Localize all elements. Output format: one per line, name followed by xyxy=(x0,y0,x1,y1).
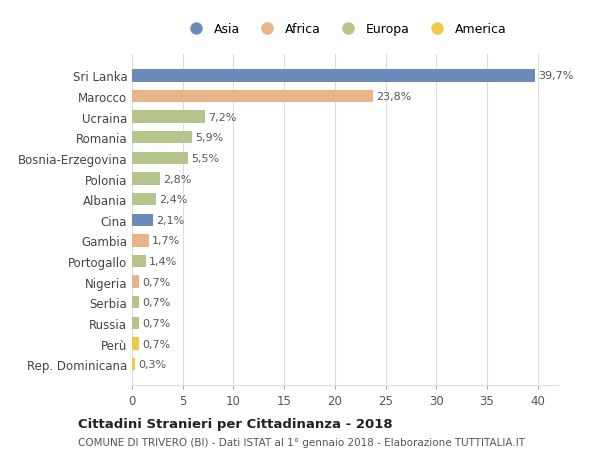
Text: 39,7%: 39,7% xyxy=(538,71,573,81)
Bar xyxy=(132,317,139,330)
Text: 0,7%: 0,7% xyxy=(142,318,170,328)
Text: Cittadini Stranieri per Cittadinanza - 2018: Cittadini Stranieri per Cittadinanza - 2… xyxy=(78,417,392,430)
Text: 5,5%: 5,5% xyxy=(191,154,219,163)
Bar xyxy=(132,173,160,185)
Text: 7,2%: 7,2% xyxy=(208,112,236,123)
Bar xyxy=(132,235,149,247)
Bar xyxy=(132,214,154,226)
Bar xyxy=(132,194,157,206)
Text: 1,7%: 1,7% xyxy=(152,236,181,246)
Bar xyxy=(132,338,139,350)
Bar xyxy=(132,132,192,144)
Bar xyxy=(132,297,139,309)
Bar xyxy=(132,111,205,123)
Bar xyxy=(132,358,135,370)
Bar xyxy=(132,255,146,268)
Bar xyxy=(132,91,373,103)
Legend: Asia, Africa, Europa, America: Asia, Africa, Europa, America xyxy=(179,18,511,41)
Bar xyxy=(132,276,139,288)
Bar xyxy=(132,70,535,83)
Text: 1,4%: 1,4% xyxy=(149,257,178,267)
Text: 23,8%: 23,8% xyxy=(376,92,412,102)
Text: 0,3%: 0,3% xyxy=(138,359,166,369)
Bar xyxy=(132,152,188,165)
Text: COMUNE DI TRIVERO (BI) - Dati ISTAT al 1° gennaio 2018 - Elaborazione TUTTITALIA: COMUNE DI TRIVERO (BI) - Dati ISTAT al 1… xyxy=(78,437,525,447)
Text: 2,1%: 2,1% xyxy=(157,215,185,225)
Text: 5,9%: 5,9% xyxy=(195,133,223,143)
Text: 0,7%: 0,7% xyxy=(142,297,170,308)
Text: 2,8%: 2,8% xyxy=(163,174,192,184)
Text: 2,4%: 2,4% xyxy=(160,195,188,205)
Text: 0,7%: 0,7% xyxy=(142,277,170,287)
Text: 0,7%: 0,7% xyxy=(142,339,170,349)
